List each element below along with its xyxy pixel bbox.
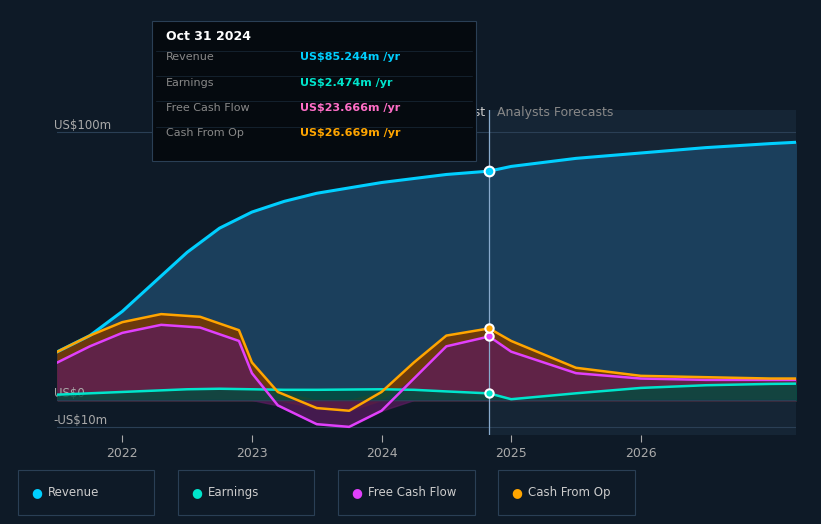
Text: ●: ● (31, 486, 42, 499)
Text: Oct 31 2024: Oct 31 2024 (166, 30, 251, 43)
Text: ●: ● (191, 486, 202, 499)
Text: Cash From Op: Cash From Op (528, 486, 610, 499)
Text: US$100m: US$100m (54, 118, 111, 132)
Text: Analysts Forecasts: Analysts Forecasts (497, 105, 613, 118)
Text: Cash From Op: Cash From Op (166, 128, 244, 138)
Text: US$0: US$0 (54, 387, 85, 400)
Text: Revenue: Revenue (48, 486, 99, 499)
Text: US$85.244m /yr: US$85.244m /yr (300, 52, 400, 62)
Text: US$23.666m /yr: US$23.666m /yr (300, 103, 400, 113)
Text: Free Cash Flow: Free Cash Flow (166, 103, 250, 113)
Text: US$2.474m /yr: US$2.474m /yr (300, 78, 392, 88)
Text: ●: ● (511, 486, 522, 499)
Text: US$26.669m /yr: US$26.669m /yr (300, 128, 400, 138)
Text: Earnings: Earnings (166, 78, 214, 88)
Text: ●: ● (351, 486, 362, 499)
Text: Free Cash Flow: Free Cash Flow (368, 486, 456, 499)
Text: -US$10m: -US$10m (54, 414, 108, 427)
Text: Revenue: Revenue (166, 52, 214, 62)
Text: Past: Past (459, 105, 485, 118)
Bar (489, 110, 796, 435)
Text: Earnings: Earnings (208, 486, 259, 499)
